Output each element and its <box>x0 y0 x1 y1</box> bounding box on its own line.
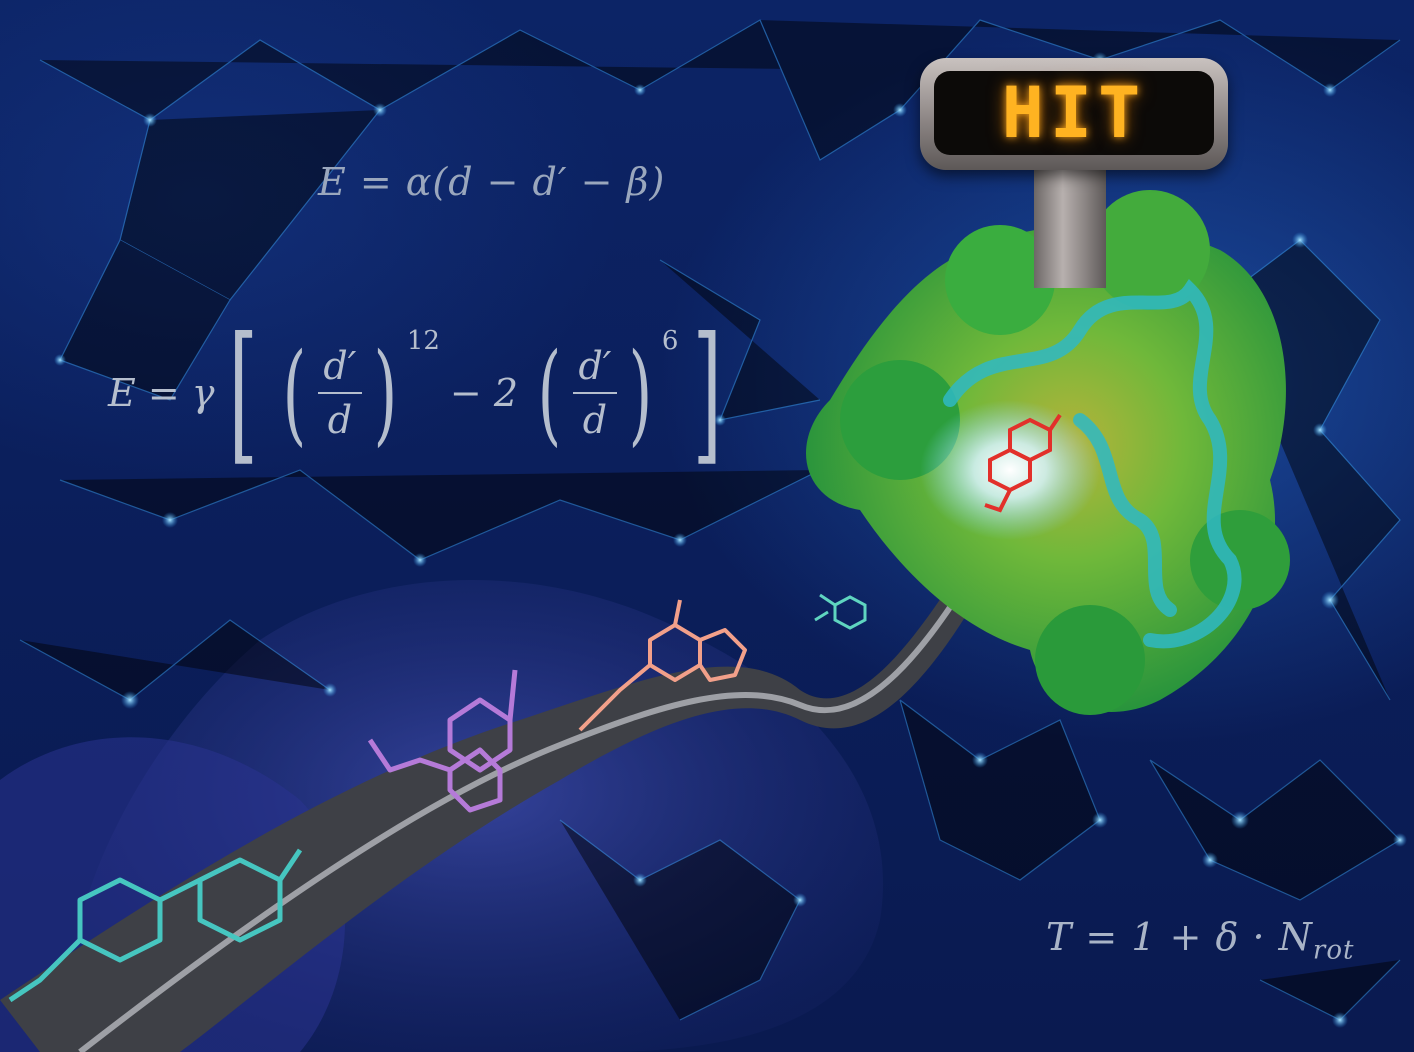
ligand-red <box>984 413 1062 513</box>
hit-sign: HIT <box>920 58 1228 170</box>
eq2-exp-12: 12 <box>406 326 440 356</box>
eq2-fraction-2: d′ d <box>572 344 617 442</box>
eq2-fraction-1: d′ d <box>317 344 362 442</box>
equation-linear: E = α(d − d′ − β) <box>318 160 666 204</box>
sign-pole <box>1034 168 1106 288</box>
eq2-den-1: d <box>327 398 353 442</box>
path-road <box>0 520 1010 1052</box>
binding-site-glow <box>920 400 1100 540</box>
eq2-num-2: d′ <box>578 344 612 388</box>
network-nodes <box>54 52 1407 1028</box>
equation-torsion: T = 1 + δ · Nrot <box>1046 915 1354 966</box>
eq2-mid: − 2 <box>449 371 519 415</box>
hit-sign-display: HIT <box>934 71 1214 155</box>
molecule-small <box>814 593 867 630</box>
eq3-main: T = 1 + δ · N <box>1046 915 1313 959</box>
path-stripe <box>78 528 1001 1052</box>
eq2-den-2: d <box>582 398 608 442</box>
eq2-open-paren: ( <box>282 329 307 457</box>
molecule-salmon <box>578 599 747 732</box>
eq2-close-bracket: ] <box>693 306 723 480</box>
eq3-sub: rot <box>1312 935 1355 966</box>
eq2-lhs: E = γ <box>108 371 215 415</box>
eq2-open-paren-2: ( <box>537 329 562 457</box>
eq2-num-1: d′ <box>323 344 357 388</box>
eq2-exp-6: 6 <box>661 326 679 356</box>
molecule-purple <box>367 669 518 813</box>
eq2-close-paren-2: ) <box>628 329 653 457</box>
hit-sign-text: HIT <box>1001 72 1147 154</box>
protein-ribbon <box>943 279 1242 649</box>
equation-lennard-jones: E = γ [ ( d′ d ) 12 − 2 ( d′ d ) 6 ] <box>108 318 737 468</box>
molecule-teal-large <box>8 848 303 1003</box>
eq2-open-bracket: [ <box>229 306 259 480</box>
eq2-close-paren: ) <box>373 329 398 457</box>
